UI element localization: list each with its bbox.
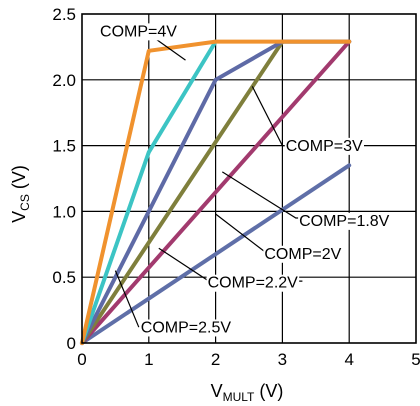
y-tick-label: 1.5 bbox=[52, 137, 76, 156]
x-tick-label: 1 bbox=[144, 350, 153, 369]
annotation-background bbox=[298, 212, 391, 230]
x-tick-label: 0 bbox=[77, 350, 86, 369]
x-axis-title-sub: MULT bbox=[223, 390, 255, 404]
x-tick-label: 4 bbox=[344, 350, 353, 369]
x-axis-title-main: V bbox=[211, 381, 223, 401]
series-line bbox=[80, 163, 352, 345]
grid bbox=[82, 14, 416, 343]
annotation: COMP=2.5V bbox=[139, 319, 233, 337]
y-tick-label: 2.0 bbox=[52, 71, 76, 90]
annotation-leader bbox=[114, 270, 140, 328]
annotation: COMP=3V bbox=[284, 137, 364, 155]
annotation-background bbox=[206, 274, 300, 292]
x-tick-label: 5 bbox=[411, 350, 420, 369]
annotation: COMP=2V bbox=[263, 245, 343, 263]
series-line bbox=[80, 39, 218, 345]
annotation-label: COMP=3V bbox=[286, 138, 363, 155]
plot-frame bbox=[81, 13, 417, 344]
y-tick-label: 0 bbox=[67, 334, 76, 353]
x-tick-label: 3 bbox=[278, 350, 287, 369]
annotation-background bbox=[139, 319, 233, 337]
annotation: COMP=2.2V bbox=[206, 274, 300, 292]
series-line bbox=[80, 39, 352, 345]
y-tick-label: 2.5 bbox=[52, 5, 76, 24]
annotation-background bbox=[99, 23, 179, 41]
series-lines bbox=[80, 39, 352, 345]
annotation-background bbox=[263, 245, 343, 263]
annotation-label: COMP=2.2V bbox=[208, 275, 299, 292]
annotation-labels: COMP=4V COMP=3V COMP=1.8V COMP=2V COMP=2.2V C… bbox=[99, 23, 391, 337]
y-tick-label: 0.5 bbox=[52, 268, 76, 287]
annotation-label: COMP=4V bbox=[100, 23, 177, 40]
x-axis-title-unit: (V) bbox=[254, 381, 283, 401]
x-tick-labels: 0 1 2 3 4 5 bbox=[77, 350, 420, 369]
series-line bbox=[80, 39, 352, 345]
annotation: COMP=1.8V bbox=[298, 212, 391, 230]
annotation-label: COMP=2.5V bbox=[141, 319, 232, 336]
y-tick-labels: 0 0.5 1.0 1.5 2.0 2.5 bbox=[52, 5, 76, 353]
x-axis-title: VMULT (V) bbox=[211, 381, 284, 404]
y-axis-title-main: V bbox=[9, 211, 29, 223]
annotation: COMP=4V bbox=[99, 23, 179, 41]
y-axis-title: VCS (V) bbox=[9, 165, 32, 223]
annotation-label: COMP=1.8V bbox=[299, 213, 390, 230]
y-axis-title-unit: (V) bbox=[9, 165, 29, 194]
annotation-background bbox=[284, 137, 364, 155]
y-tick-label: 1.0 bbox=[52, 202, 76, 221]
y-axis-title-sub: CS bbox=[18, 194, 32, 211]
annotation-label: COMP=2V bbox=[264, 246, 341, 263]
x-tick-label: 2 bbox=[211, 350, 220, 369]
